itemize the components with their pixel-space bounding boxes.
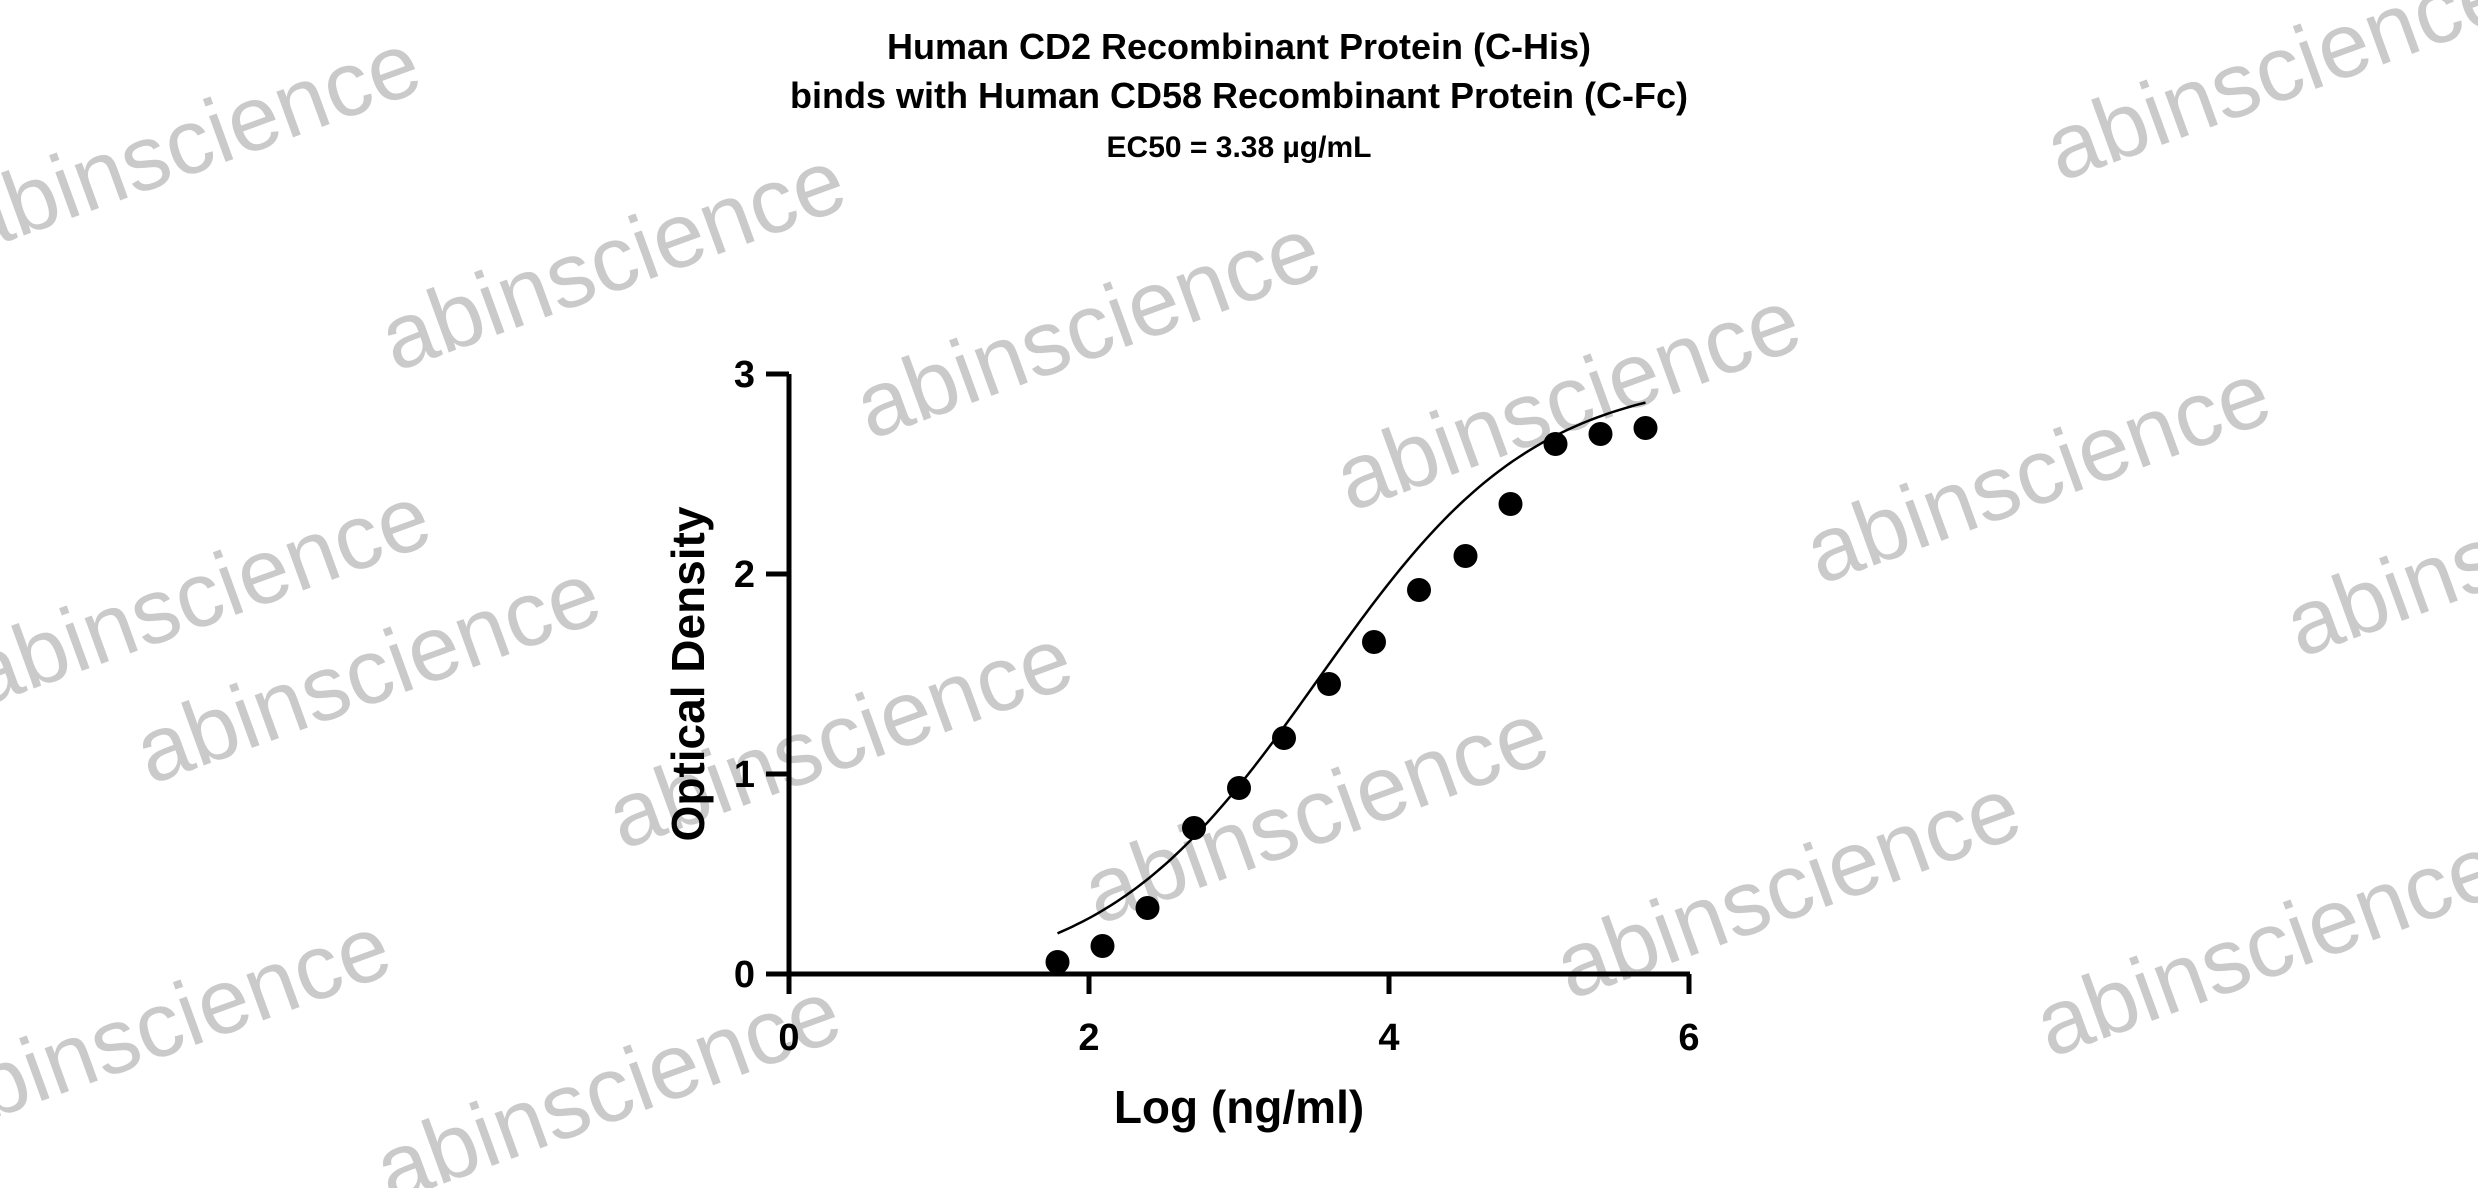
watermark-text: abinscience [2272, 415, 2478, 677]
data-point [1588, 422, 1613, 446]
title-line-1: Human CD2 Recombinant Protein (C-His) [887, 26, 1591, 67]
data-point [1272, 726, 1296, 750]
axes [786, 374, 1690, 977]
y-ticks: 0 1 2 3 [734, 354, 789, 996]
data-point [1543, 432, 1568, 456]
y-tick-label: 1 [734, 754, 755, 796]
y-tick-label: 2 [734, 554, 755, 596]
data-point [1362, 630, 1386, 654]
x-ticks: 0 2 4 6 [778, 974, 1700, 1059]
watermark-text: abinscience [362, 960, 853, 1188]
watermark-text: abinscience [2032, 0, 2478, 201]
data-point [1135, 896, 1160, 920]
data-point [1227, 776, 1251, 800]
watermark-text: abinscience [367, 129, 858, 391]
watermark-text: abinscience [2022, 815, 2478, 1077]
y-tick-label: 0 [734, 954, 755, 996]
x-tick-label: 4 [1378, 1017, 1399, 1059]
title-line-3-ec50: EC50 = 3.38 µg/mL [1107, 131, 1372, 164]
chart-title: Human CD2 Recombinant Protein (C-His) bi… [790, 26, 1688, 164]
y-tick-label: 3 [734, 354, 755, 396]
x-tick-label: 0 [778, 1017, 799, 1059]
data-point [1182, 816, 1206, 840]
title-line-2: binds with Human CD58 Recombinant Protei… [790, 75, 1688, 116]
data-point [1090, 934, 1115, 958]
watermark-text: abinscience [0, 12, 433, 274]
data-point [1633, 416, 1658, 440]
watermark-text: abinscience [1322, 269, 1813, 531]
x-tick-label: 2 [1078, 1017, 1099, 1059]
data-point [1045, 950, 1070, 974]
data-point [1453, 544, 1478, 568]
watermark-text: abinscience [0, 895, 403, 1157]
data-points [1045, 416, 1658, 974]
x-axis-title: Log (ng/ml) [1114, 1081, 1364, 1133]
data-point [1317, 672, 1341, 696]
x-tick-label: 6 [1678, 1017, 1699, 1059]
watermark-text: abinscience [1542, 757, 2033, 1019]
data-point [1407, 578, 1431, 602]
watermark-text: abinscience [842, 197, 1333, 459]
data-point [1498, 492, 1523, 516]
watermark-text: abinscience [1792, 342, 2283, 604]
y-axis-title: Optical Density [662, 506, 714, 841]
